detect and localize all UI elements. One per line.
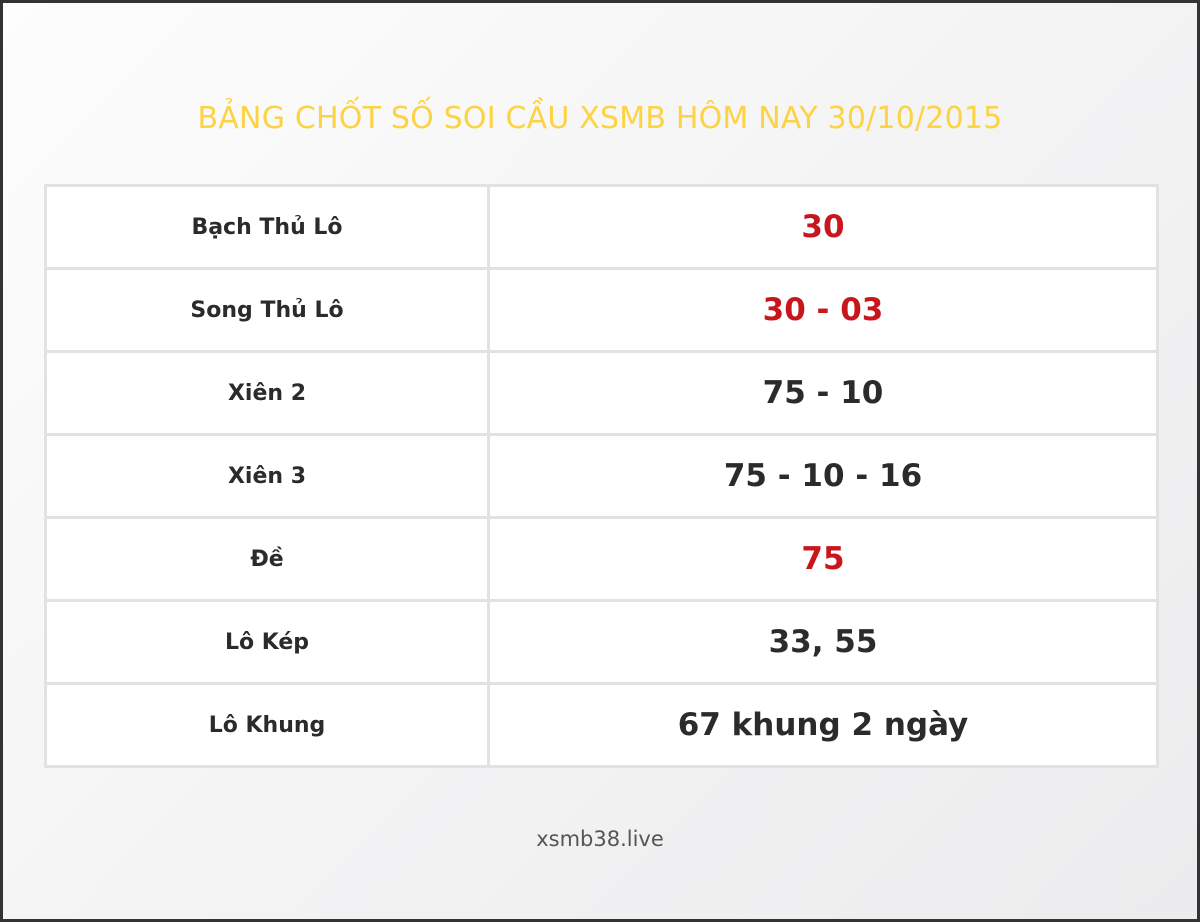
row-label: Song Thủ Lô: [44, 267, 490, 353]
row-value: 75 - 10: [487, 350, 1159, 436]
row-label: Xiên 3: [44, 433, 490, 519]
row-label: Đề: [44, 516, 490, 602]
table-row: Song Thủ Lô 30 - 03: [44, 267, 1159, 353]
page-title: BẢNG CHỐT SỐ SOI CẦU XSMB HÔM NAY 30/10/…: [197, 101, 1003, 136]
row-value: 75 - 10 - 16: [487, 433, 1159, 519]
prediction-table: Bạch Thủ Lô 30 Song Thủ Lô 30 - 03 Xiên 2 75 …: [44, 184, 1159, 768]
table-row: Đề 75: [44, 516, 1159, 602]
table-row: Lô Khung 67 khung 2 ngày: [44, 682, 1159, 768]
row-value: 67 khung 2 ngày: [487, 682, 1159, 768]
row-label: Lô Khung: [44, 682, 490, 768]
row-label: Bạch Thủ Lô: [44, 184, 490, 270]
row-value: 30: [487, 184, 1159, 270]
row-label: Lô Kép: [44, 599, 490, 685]
site-watermark: xsmb38.live: [536, 827, 664, 851]
row-value: 30 - 03: [487, 267, 1159, 353]
row-value: 33, 55: [487, 599, 1159, 685]
table-row: Xiên 2 75 - 10: [44, 350, 1159, 436]
table-row: Lô Kép 33, 55: [44, 599, 1159, 685]
table-row: Xiên 3 75 - 10 - 16: [44, 433, 1159, 519]
table-row: Bạch Thủ Lô 30: [44, 184, 1159, 270]
row-label: Xiên 2: [44, 350, 490, 436]
row-value: 75: [487, 516, 1159, 602]
